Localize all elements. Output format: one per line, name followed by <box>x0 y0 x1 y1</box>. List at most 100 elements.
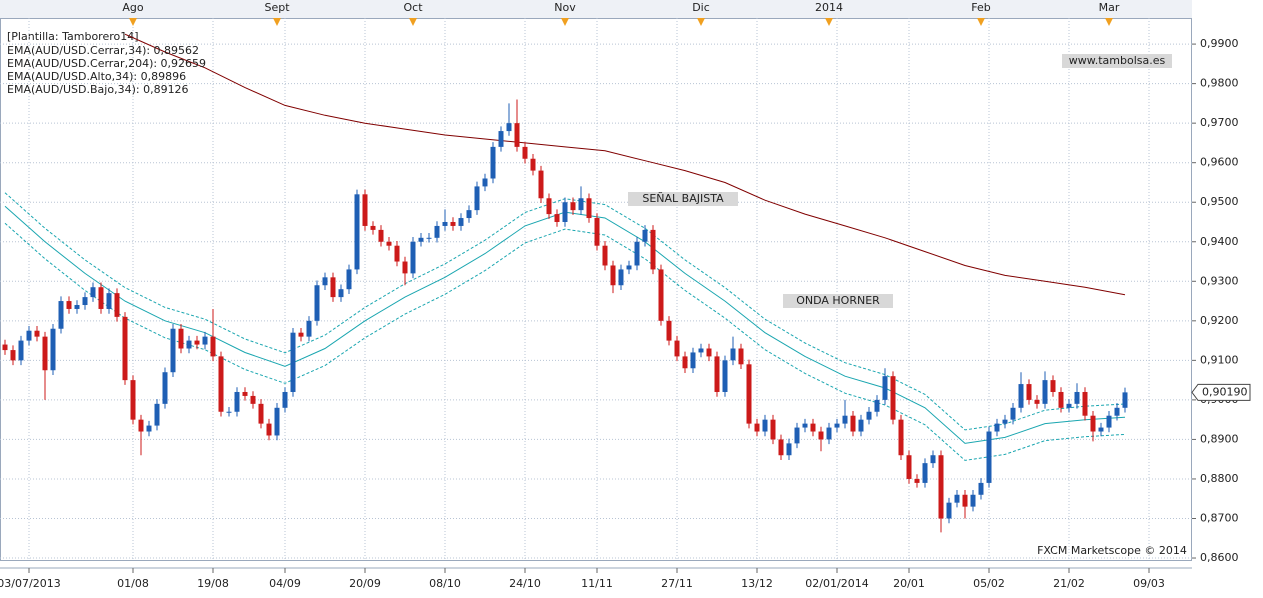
candle-body <box>282 391 288 408</box>
candle-body <box>58 301 64 329</box>
candle-body <box>674 340 680 357</box>
candle-body <box>1114 407 1120 416</box>
candle-body <box>962 494 968 507</box>
top-tick-marker <box>697 18 705 26</box>
x-tick-label: 20/01 <box>893 577 925 590</box>
annotation: SEÑAL BAJISTA <box>642 192 724 205</box>
candle-body <box>650 229 656 270</box>
candle-body <box>818 431 824 440</box>
candle-body <box>730 348 736 361</box>
annotation: ONDA HORNER <box>796 294 880 307</box>
candle-body <box>1066 403 1072 408</box>
x-tick-label: 01/08 <box>117 577 149 590</box>
ema-line <box>124 33 1126 296</box>
candle-body <box>50 328 56 371</box>
candle-body <box>226 411 232 413</box>
candle-body <box>210 336 216 357</box>
candle-body <box>418 237 424 242</box>
candle-body <box>770 419 776 440</box>
candle-body <box>802 423 808 428</box>
top-tick-marker <box>409 18 417 26</box>
candle-body <box>1106 415 1112 428</box>
top-tick-label: Oct <box>403 1 423 14</box>
last-price-label: 0,90190 <box>1202 385 1248 398</box>
candle-body <box>90 287 96 298</box>
top-tick-marker <box>977 18 985 26</box>
candle-body <box>490 146 496 179</box>
top-axis-band <box>0 0 1192 18</box>
candle-body <box>338 289 344 298</box>
candle-body <box>874 399 880 412</box>
candle-body <box>714 356 720 392</box>
candle-body <box>458 218 464 226</box>
candle-body <box>394 245 400 262</box>
candle-body <box>506 123 512 132</box>
candle-body <box>434 225 440 238</box>
x-tick-label: 20/09 <box>349 577 381 590</box>
x-tick-label: 11/11 <box>581 577 613 590</box>
x-tick-label: 24/10 <box>509 577 541 590</box>
legend-entry: EMA(AUD/USD.Cerrar,34): 0,89562 <box>7 44 199 57</box>
candle-body <box>922 463 928 483</box>
candle-body <box>546 198 552 215</box>
candle-body <box>1042 380 1048 404</box>
candle-body <box>498 131 504 147</box>
candle-body <box>266 423 272 436</box>
candle-body <box>378 229 384 242</box>
candle-body <box>970 494 976 507</box>
candle-body <box>978 482 984 495</box>
candle-body <box>1098 427 1104 432</box>
candle-body <box>314 285 320 321</box>
candle-body <box>530 158 536 171</box>
candle-body <box>586 198 592 219</box>
candle-body <box>914 478 920 483</box>
candle-body <box>882 376 888 400</box>
candle-body <box>794 427 800 444</box>
candle-body <box>66 301 72 309</box>
candle-body <box>122 316 128 381</box>
candle-body <box>578 198 584 211</box>
last-price-marker <box>1191 383 1251 401</box>
y-tick-label: 0,8700 <box>1200 511 1239 524</box>
annotation-box <box>1062 54 1172 68</box>
candle-body <box>42 336 48 371</box>
candle-body <box>298 332 304 337</box>
candle-body <box>1010 407 1016 420</box>
candle-body <box>1074 391 1080 404</box>
candle-body <box>634 241 640 266</box>
candle-body <box>450 221 456 226</box>
top-tick-label: Sept <box>264 1 290 14</box>
candle-body <box>890 376 896 420</box>
candle-body <box>370 225 376 230</box>
candle-body <box>986 431 992 483</box>
candle-body <box>538 170 544 199</box>
legend-entry: EMA(AUD/USD.Bajo,34): 0,89126 <box>7 83 189 96</box>
y-tick-label: 0,9800 <box>1200 77 1239 90</box>
top-tick-marker <box>129 18 137 26</box>
candle-body <box>762 419 768 432</box>
candle-body <box>570 202 576 211</box>
candle-body <box>250 395 256 404</box>
candle-body <box>106 293 112 309</box>
x-tick-label: 03/07/2013 <box>0 577 61 590</box>
candle-body <box>218 356 224 412</box>
candle-body <box>690 352 696 369</box>
candle-body <box>746 364 752 424</box>
top-tick-marker <box>1105 18 1113 26</box>
candle-body <box>466 210 472 219</box>
candle-body <box>698 348 704 353</box>
x-tick-label: 05/02 <box>973 577 1005 590</box>
candle-body <box>2 344 8 351</box>
top-tick-label: Mar <box>1099 1 1120 14</box>
top-tick-marker <box>561 18 569 26</box>
legend-entry: EMA(AUD/USD.Alto,34): 0,89896 <box>7 70 186 83</box>
y-tick-label: 0,8600 <box>1200 551 1239 564</box>
candle-body <box>722 360 728 392</box>
top-tick-marker <box>273 18 281 26</box>
candle-body <box>594 218 600 246</box>
annotation-box <box>628 192 738 206</box>
plot-frame <box>0 18 1192 561</box>
